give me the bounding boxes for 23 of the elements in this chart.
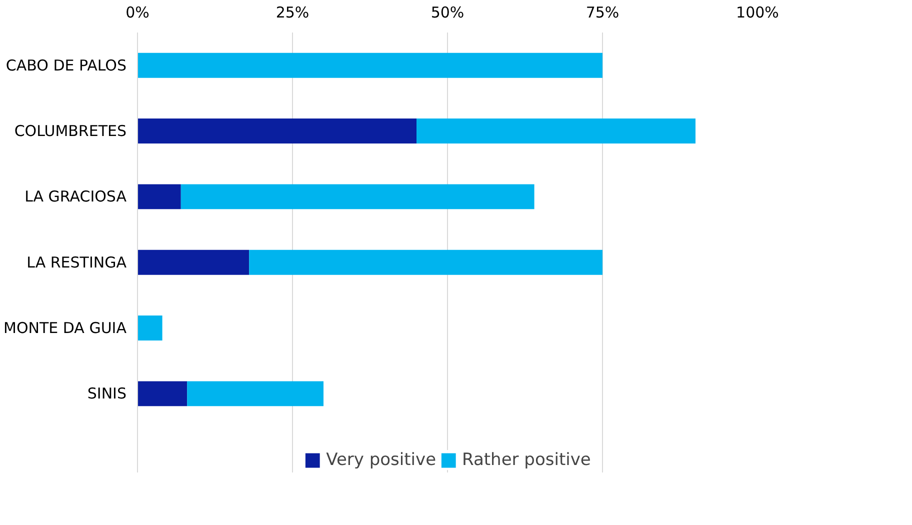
- y-tick-label: COLUMBRETES: [14, 122, 127, 140]
- x-tick-label: 100%: [736, 4, 779, 22]
- bar: [138, 184, 181, 210]
- bar: [138, 52, 602, 78]
- bar: [138, 381, 188, 406]
- y-tick-label: SINIS: [87, 384, 127, 403]
- y-tick-label: MONTE DA GUIA: [4, 319, 128, 338]
- bar: [416, 118, 696, 144]
- x-tick-label: 50%: [430, 4, 464, 22]
- bar: [187, 381, 324, 406]
- bar: [249, 250, 602, 275]
- legend-label: Very positive: [326, 450, 436, 470]
- y-tick-label: LA GRACIOSA: [24, 188, 128, 206]
- bar: [138, 316, 162, 340]
- x-tick-label: 25%: [276, 4, 310, 22]
- x-tick-label: 0%: [126, 4, 150, 22]
- legend-label: Rather positive: [462, 450, 591, 470]
- bar: [138, 250, 250, 275]
- y-tick-label: LA RESTINGA: [26, 253, 128, 272]
- bar: [180, 184, 534, 210]
- bar: [138, 118, 416, 144]
- y-tick-label: CABO DE PALOS: [6, 56, 127, 74]
- x-tick-label: 75%: [586, 4, 620, 22]
